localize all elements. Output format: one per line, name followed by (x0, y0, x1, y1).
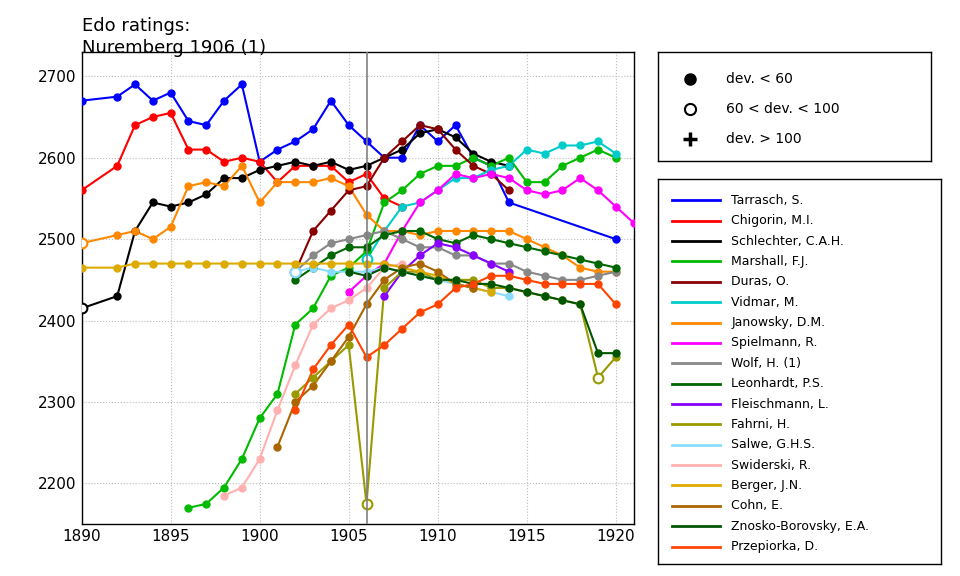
Text: Salwe, G.H.S.: Salwe, G.H.S. (732, 438, 815, 451)
Text: Swiderski, R.: Swiderski, R. (732, 458, 811, 472)
Text: Fahrni, H.: Fahrni, H. (732, 418, 790, 431)
Text: Edo ratings:
Nuremberg 1906 (1): Edo ratings: Nuremberg 1906 (1) (82, 17, 266, 58)
Text: Marshall, F.J.: Marshall, F.J. (732, 255, 808, 268)
Text: Fleischmann, L.: Fleischmann, L. (732, 397, 829, 411)
Text: Przepiorka, D.: Przepiorka, D. (732, 540, 818, 553)
Text: Leonhardt, P.S.: Leonhardt, P.S. (732, 377, 824, 390)
Text: Chigorin, M.I.: Chigorin, M.I. (732, 214, 814, 227)
Text: 60 < dev. < 100: 60 < dev. < 100 (726, 102, 840, 116)
Text: Duras, O.: Duras, O. (732, 275, 789, 289)
Text: dev. < 60: dev. < 60 (726, 72, 793, 86)
Text: dev. > 100: dev. > 100 (726, 132, 802, 146)
Text: Berger, J.N.: Berger, J.N. (732, 479, 803, 492)
Text: Schlechter, C.A.H.: Schlechter, C.A.H. (732, 234, 844, 248)
Text: Vidmar, M.: Vidmar, M. (732, 295, 799, 309)
Text: Wolf, H. (1): Wolf, H. (1) (732, 357, 802, 370)
Text: Spielmann, R.: Spielmann, R. (732, 336, 818, 350)
Text: Janowsky, D.M.: Janowsky, D.M. (732, 316, 826, 329)
Text: Tarrasch, S.: Tarrasch, S. (732, 194, 804, 207)
Text: Znosko-Borovsky, E.A.: Znosko-Borovsky, E.A. (732, 520, 869, 533)
Text: Cohn, E.: Cohn, E. (732, 499, 783, 512)
